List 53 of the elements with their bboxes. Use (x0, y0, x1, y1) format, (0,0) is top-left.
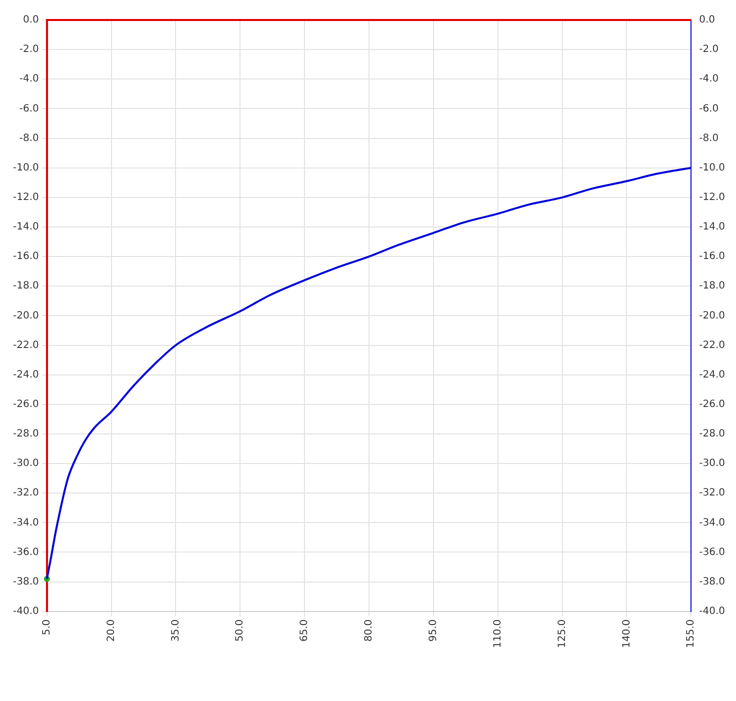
y-tick-label: -4.0 (19, 74, 39, 85)
y-tick-label: -30.0 (13, 458, 39, 470)
y-tick-label: -28.0 (13, 428, 39, 440)
y2-tick-label: -8.0 (699, 132, 719, 144)
y-tick-label: -8.0 (19, 132, 39, 144)
y2-tick-label: -2.0 (699, 44, 719, 56)
y2-tick-label: -24.0 (699, 369, 725, 380)
y2-tick-label: -40.0 (699, 606, 725, 617)
y-tick-label: -40.0 (13, 606, 39, 617)
y2-tick-label: -20.0 (699, 310, 725, 322)
y2-tick-label: -4.0 (699, 74, 719, 85)
y-tick-label: -16.0 (13, 251, 39, 262)
y-tick-label: -6.0 (19, 103, 39, 114)
y-tick-label: -14.0 (13, 222, 39, 233)
y2-tick-label: -36.0 (699, 546, 725, 558)
y2-tick-label: -34.0 (699, 517, 725, 528)
x-tick-label: 125.0 (556, 619, 568, 648)
y2-tick-label: -6.0 (699, 103, 719, 114)
x-tick-label: 110.0 (492, 619, 504, 648)
x-tick-label: 80.0 (364, 619, 375, 642)
x-tick-label: 65.0 (299, 619, 310, 642)
y2-tick-label: -16.0 (699, 251, 725, 262)
x-tick-label: 35.0 (170, 619, 182, 642)
y-tick-label: -38.0 (13, 576, 39, 588)
y2-tick-label: -30.0 (699, 458, 725, 470)
y-tick-label: -32.0 (13, 488, 39, 499)
y2-tick-label: -12.0 (699, 192, 725, 204)
x-tick-label: 155.0 (686, 619, 697, 648)
x-tick-label: 5.0 (41, 619, 52, 636)
y2-tick-label: -28.0 (699, 428, 725, 440)
y-tick-label: -34.0 (13, 517, 39, 528)
y2-tick-label: -38.0 (699, 576, 725, 588)
x-tick-label: 20.0 (106, 619, 117, 642)
y2-tick-label: -14.0 (699, 222, 725, 233)
x-tick-label: 95.0 (428, 619, 440, 642)
y-tick-label: -2.0 (19, 44, 39, 56)
y2-tick-label: -10.0 (699, 162, 725, 174)
y-tick-label: -26.0 (13, 398, 39, 410)
y-tick-label: -24.0 (13, 369, 39, 380)
y2-tick-label: -32.0 (699, 488, 725, 499)
y2-tick-label: 0.0 (699, 14, 716, 26)
x-tick-label: 140.0 (621, 619, 632, 648)
y-tick-label: 0.0 (22, 14, 39, 26)
y-tick-label: -20.0 (13, 310, 39, 322)
y-tick-label: -12.0 (13, 192, 39, 204)
y-tick-label: -36.0 (13, 546, 39, 558)
y2-tick-label: -22.0 (699, 340, 725, 351)
y-tick-label: -10.0 (13, 162, 39, 174)
y2-tick-label: -26.0 (699, 398, 725, 410)
y2-tick-label: -18.0 (699, 280, 725, 292)
y-tick-label: -18.0 (13, 280, 39, 292)
x-tick-label: 50.0 (234, 619, 246, 642)
y-tick-label: -22.0 (13, 340, 39, 351)
